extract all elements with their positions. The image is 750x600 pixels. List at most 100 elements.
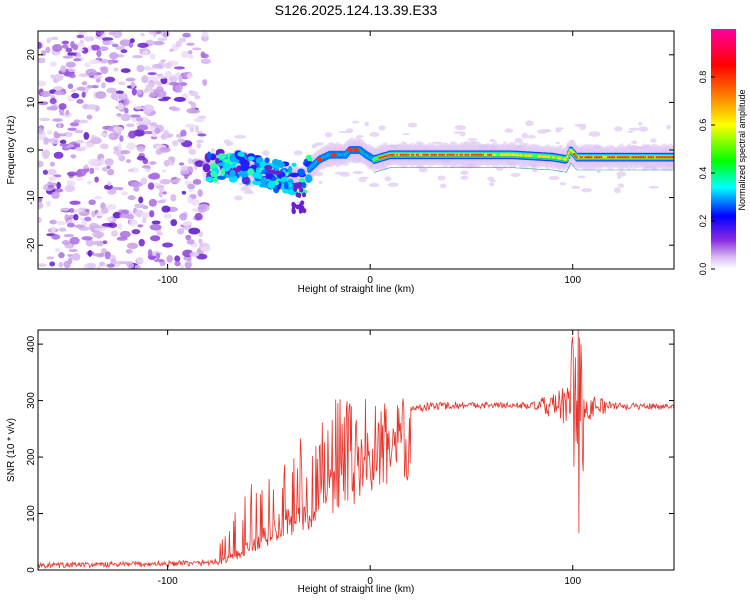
noise-blob — [80, 146, 88, 150]
noise-blob — [431, 141, 443, 144]
noise-blob — [186, 73, 193, 79]
signal-band-hot — [516, 153, 520, 157]
noise-blob — [170, 194, 177, 202]
noise-blob — [197, 206, 207, 210]
noise-blob — [190, 198, 200, 206]
snr-x-axis: -100 0 100 — [158, 330, 582, 587]
signal-band-hot — [519, 153, 523, 157]
noise-blob — [210, 147, 215, 154]
noise-blob — [68, 73, 76, 79]
noise-blob — [555, 141, 560, 145]
snr-x-tick-label: 100 — [564, 576, 581, 587]
signal-peak — [330, 152, 337, 157]
noise-blob — [163, 159, 171, 167]
noise-blob — [158, 190, 163, 198]
signal-blob — [298, 205, 303, 211]
noise-blob — [182, 32, 191, 38]
noise-blob — [133, 185, 140, 192]
noise-blob — [179, 263, 184, 269]
noise-blob — [175, 177, 182, 182]
snr-frame — [37, 329, 675, 571]
noise-blob — [159, 178, 171, 185]
noise-blob — [61, 40, 70, 45]
noise-blob — [104, 251, 111, 260]
noise-blob — [179, 213, 188, 221]
noise-blob — [47, 129, 53, 135]
noise-blob — [81, 91, 86, 98]
noise-blob — [77, 119, 89, 124]
snr-y-tick-label: 100 — [26, 505, 37, 522]
noise-blob — [162, 96, 171, 100]
noise-blob — [638, 122, 643, 126]
noise-blob — [57, 122, 62, 129]
noise-blob — [65, 47, 73, 53]
spectrogram-x-tick-label: 100 — [564, 275, 581, 286]
noise-blob — [194, 160, 205, 168]
snr-x-tick-label: -100 — [158, 576, 178, 587]
noise-blob — [49, 261, 56, 267]
noise-blob — [648, 186, 659, 189]
noise-blob — [116, 102, 124, 110]
noise-blob — [119, 230, 131, 238]
signal-blob — [299, 187, 304, 193]
noise-blob — [87, 250, 93, 257]
noise-blob — [149, 172, 161, 180]
snr-y-axis: 0 100 200 300 400 — [26, 335, 674, 573]
noise-blob — [200, 58, 212, 65]
noise-blob — [148, 125, 157, 131]
noise-blob — [571, 185, 581, 190]
noise-blob — [628, 127, 640, 131]
noise-blob — [107, 168, 115, 176]
noise-blob — [66, 180, 76, 187]
noise-blob — [127, 168, 134, 173]
noise-blob — [188, 148, 197, 155]
noise-blob — [136, 155, 146, 161]
noise-blob — [61, 240, 71, 245]
signal-blob — [202, 163, 211, 173]
noise-blob — [186, 42, 195, 46]
noise-blob — [460, 170, 469, 175]
noise-blob — [345, 128, 354, 134]
noise-blob — [83, 36, 95, 42]
noise-blob — [119, 213, 131, 219]
noise-blob — [101, 167, 108, 172]
noise-blob — [51, 234, 61, 240]
noise-blob — [596, 170, 601, 174]
signal-blob — [229, 169, 236, 178]
signal-blob — [305, 174, 313, 183]
noise-blob — [120, 191, 129, 196]
colorbar-tick-label: 0.2 — [698, 215, 708, 228]
noise-blob — [199, 241, 204, 248]
noise-blob — [173, 96, 186, 102]
noise-blob — [181, 190, 187, 195]
noise-blob — [178, 75, 183, 83]
noise-blob — [67, 127, 77, 131]
noise-blob — [179, 170, 190, 175]
signal-blob — [217, 175, 226, 180]
noise-blob — [107, 189, 117, 195]
noise-blob — [87, 180, 92, 185]
signal-band-core — [671, 156, 674, 159]
signal-blob — [239, 164, 249, 172]
noise-blob — [324, 132, 333, 138]
signal-band-hot — [558, 156, 562, 160]
spectrogram-x-tick-label: -100 — [158, 275, 178, 286]
noise-blob — [130, 181, 143, 188]
noise-blob — [45, 46, 51, 54]
signal-band-hot — [528, 154, 533, 158]
noise-blob — [467, 137, 478, 141]
noise-blob — [47, 168, 57, 176]
noise-blob — [78, 31, 88, 36]
noise-blob — [85, 239, 94, 247]
noise-blob — [67, 257, 73, 265]
noise-blob — [521, 132, 528, 139]
noise-blob — [88, 222, 100, 230]
noise-blob — [174, 260, 181, 267]
noise-blob — [191, 47, 202, 51]
noise-blob — [95, 31, 105, 36]
noise-blob — [40, 90, 51, 98]
noise-blob — [68, 214, 75, 220]
spectrogram-signal-layer — [202, 136, 674, 215]
noise-blob — [58, 103, 67, 110]
